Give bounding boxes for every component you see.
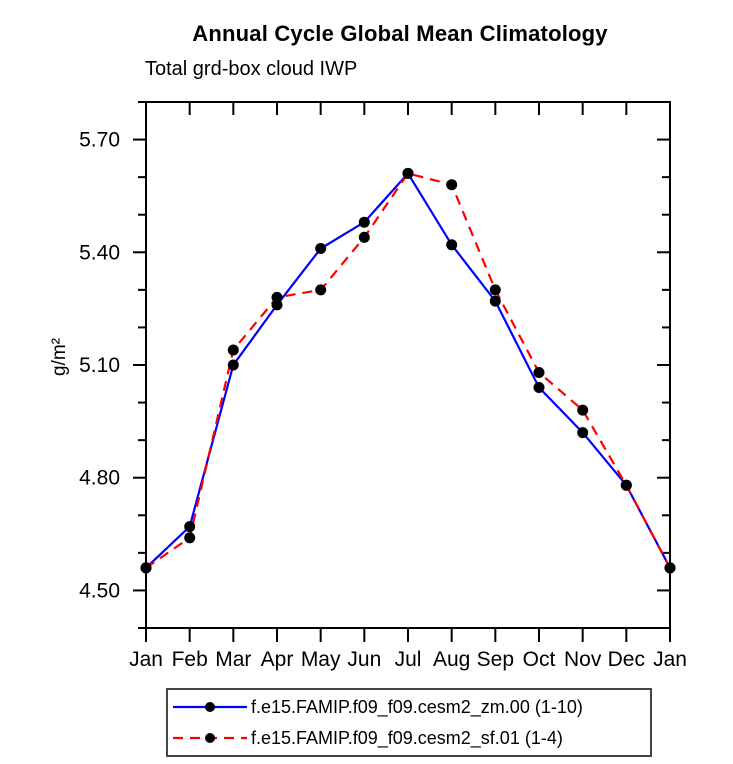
data-point-marker bbox=[489, 295, 501, 307]
chart-title: Annual Cycle Global Mean Climatology bbox=[192, 21, 608, 46]
x-tick-label: Oct bbox=[523, 648, 556, 671]
y-tick-label: 5.70 bbox=[79, 129, 120, 152]
legend-label: f.e15.FAMIP.f09_f09.cesm2_sf.01 (1-4) bbox=[251, 727, 563, 748]
x-tick-label: Mar bbox=[215, 648, 251, 671]
legend-label: f.e15.FAMIP.f09_f09.cesm2_zm.00 (1-10) bbox=[251, 696, 583, 717]
data-point-marker bbox=[533, 367, 545, 378]
legend-dashed-line-icon bbox=[173, 733, 247, 743]
series-line-1 bbox=[145, 172, 671, 569]
data-point-marker bbox=[446, 239, 458, 251]
x-tick-label: Nov bbox=[564, 648, 602, 671]
data-point-marker bbox=[533, 382, 545, 393]
data-point-marker bbox=[184, 532, 196, 544]
series-line-0 bbox=[145, 171, 671, 569]
data-point-marker bbox=[577, 427, 589, 439]
x-tick-label: Jul bbox=[395, 648, 422, 671]
data-point-marker bbox=[140, 562, 152, 574]
x-tick-label: Sep bbox=[477, 648, 514, 671]
legend-item: f.e15.FAMIP.f09_f09.cesm2_sf.01 (1-4) bbox=[168, 723, 650, 754]
data-point-marker bbox=[184, 521, 196, 533]
data-point-marker bbox=[315, 284, 327, 296]
data-point-marker bbox=[227, 344, 239, 356]
x-tick-label: Jan bbox=[129, 648, 163, 671]
data-point-marker bbox=[446, 179, 458, 191]
data-point-marker bbox=[402, 167, 414, 179]
y-tick-label: 5.40 bbox=[79, 241, 120, 264]
data-point-marker bbox=[271, 291, 283, 303]
data-point-marker bbox=[315, 243, 327, 254]
x-tick-label: Apr bbox=[261, 648, 294, 671]
legend-marker-icon bbox=[205, 702, 215, 712]
data-point-marker bbox=[358, 216, 370, 228]
x-tick-label: Feb bbox=[172, 648, 208, 671]
chart-subtitle: Total grd-box cloud IWP bbox=[145, 58, 358, 80]
y-tick-label: 4.50 bbox=[79, 579, 120, 602]
axis-frame bbox=[145, 101, 671, 629]
x-tick-label: Dec bbox=[608, 648, 645, 671]
legend-item: f.e15.FAMIP.f09_f09.cesm2_zm.00 (1-10) bbox=[168, 692, 650, 723]
data-point-marker bbox=[358, 231, 370, 243]
x-tick-label: Jun bbox=[347, 648, 381, 671]
data-point-marker bbox=[620, 479, 632, 491]
y-tick-label: 5.10 bbox=[79, 354, 120, 377]
x-tick-label: Jan bbox=[653, 648, 687, 671]
y-tick-label: 4.80 bbox=[79, 467, 120, 490]
legend-solid-line-icon bbox=[173, 702, 247, 712]
legend: f.e15.FAMIP.f09_f09.cesm2_zm.00 (1-10) f… bbox=[166, 688, 652, 757]
data-point-marker bbox=[489, 284, 501, 296]
x-tick-label: May bbox=[301, 648, 341, 671]
data-point-marker bbox=[664, 562, 676, 574]
x-tick-label: Aug bbox=[433, 648, 470, 671]
data-point-marker bbox=[227, 359, 239, 371]
data-point-marker bbox=[577, 404, 589, 416]
legend-marker-icon bbox=[205, 733, 215, 743]
